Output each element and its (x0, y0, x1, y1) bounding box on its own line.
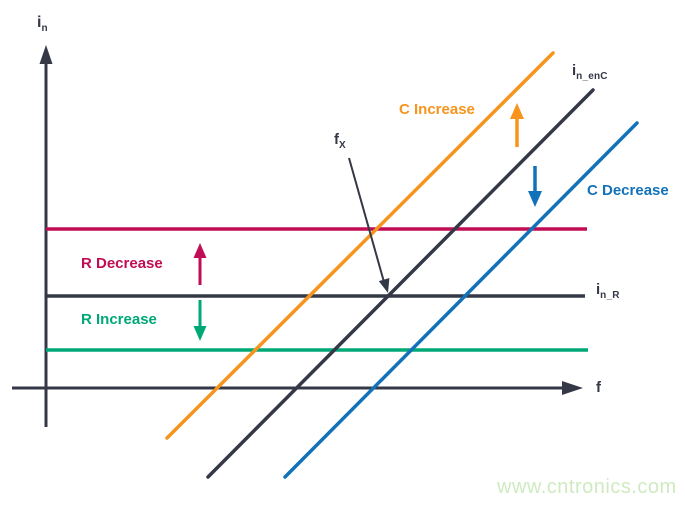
c-decrease-slope-line (283, 121, 639, 479)
y-axis-label-main: i (37, 14, 42, 31)
y-axis-arrow-icon (39, 45, 53, 64)
y-axis-label: in (37, 14, 48, 34)
fx-label-sub: X (339, 140, 346, 151)
r-decrease-up-arrow-icon (193, 243, 207, 285)
fx-label: fX (334, 131, 346, 151)
c-increase-up-arrow-icon (510, 103, 524, 147)
watermark: www.cntronics.com (497, 476, 677, 498)
y-axis-label-sub: n (41, 23, 48, 34)
c-increase-label: C Increase (399, 101, 475, 118)
x-axis (12, 381, 583, 395)
in-r-label: in_R (596, 281, 620, 301)
r-increase-label: R Increase (81, 311, 157, 328)
in-r-label-sub: n_R (600, 290, 620, 301)
y-axis (39, 45, 53, 427)
c-decrease-label: C Decrease (587, 182, 669, 199)
r-increase-down-arrow-icon (193, 300, 207, 341)
in-enc-slope-line (206, 88, 595, 479)
in-r-label-main: i (596, 281, 601, 298)
c-increase-slope-line (165, 51, 555, 440)
x-axis-label: f (596, 379, 601, 396)
fx-pointer-arrow-icon (348, 157, 390, 293)
in-enc-label-sub: n_enC (576, 71, 608, 82)
fx-label-main: f (334, 131, 339, 148)
in-enc-label: in_enC (572, 62, 608, 82)
in-enc-label-main: i (572, 62, 577, 79)
r-decrease-label: R Decrease (81, 255, 163, 272)
c-decrease-down-arrow-icon (528, 166, 542, 207)
x-axis-arrow-icon (562, 381, 583, 395)
